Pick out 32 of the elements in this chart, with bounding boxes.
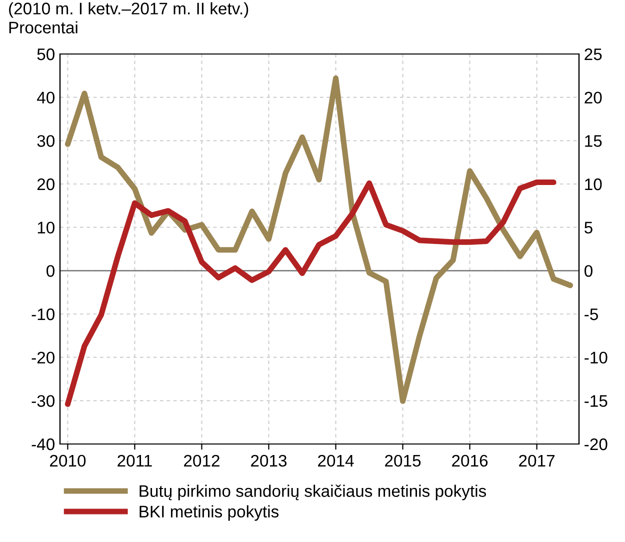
x-tick-label: 2017 <box>519 454 554 467</box>
y2-tick-label: -15 <box>584 395 608 407</box>
y-tick-label: 30 <box>37 135 54 147</box>
y-tick-label: 10 <box>38 222 54 234</box>
legend-label: Butų pirkimo sandorių skaičiaus metinis pokytis <box>140 484 486 500</box>
y2-tick-label: -10 <box>584 352 608 364</box>
legend-label: BKI metinis pokytis <box>140 505 279 521</box>
y2-tick-label: 10 <box>585 178 602 190</box>
x-tick-label: 2016 <box>452 454 488 467</box>
y2-tick-label: -20 <box>584 438 608 450</box>
x-tick-label: 2012 <box>184 454 220 467</box>
x-tick-label: 2013 <box>251 454 287 467</box>
chart-subtitle: (2010 m. I ketv.–2017 m. II ketv.) <box>9 2 248 18</box>
y2-tick-label: 20 <box>584 92 602 104</box>
y2-tick-label: -5 <box>584 308 598 320</box>
y-tick-label: -20 <box>32 352 54 364</box>
y2-tick-label: 25 <box>584 48 602 60</box>
x-tick-label: 2011 <box>118 454 152 467</box>
y-tick-label: -30 <box>32 395 54 407</box>
y2-tick-label: 0 <box>584 265 592 277</box>
x-tick-label: 2014 <box>318 454 354 467</box>
y-tick-label: -40 <box>32 438 54 450</box>
y-tick-label: 0 <box>46 265 54 277</box>
x-tick-label: 2015 <box>385 454 421 467</box>
x-tick-label: 2010 <box>50 454 86 467</box>
y-axis-title: Procentai <box>9 21 78 34</box>
y-tick-label: 20 <box>37 178 54 190</box>
y2-tick-label: 15 <box>585 135 602 147</box>
y2-tick-label: 5 <box>584 222 592 234</box>
y-tick-label: -10 <box>32 308 54 320</box>
y-tick-label: 50 <box>37 48 54 60</box>
y-tick-label: 40 <box>36 92 54 104</box>
